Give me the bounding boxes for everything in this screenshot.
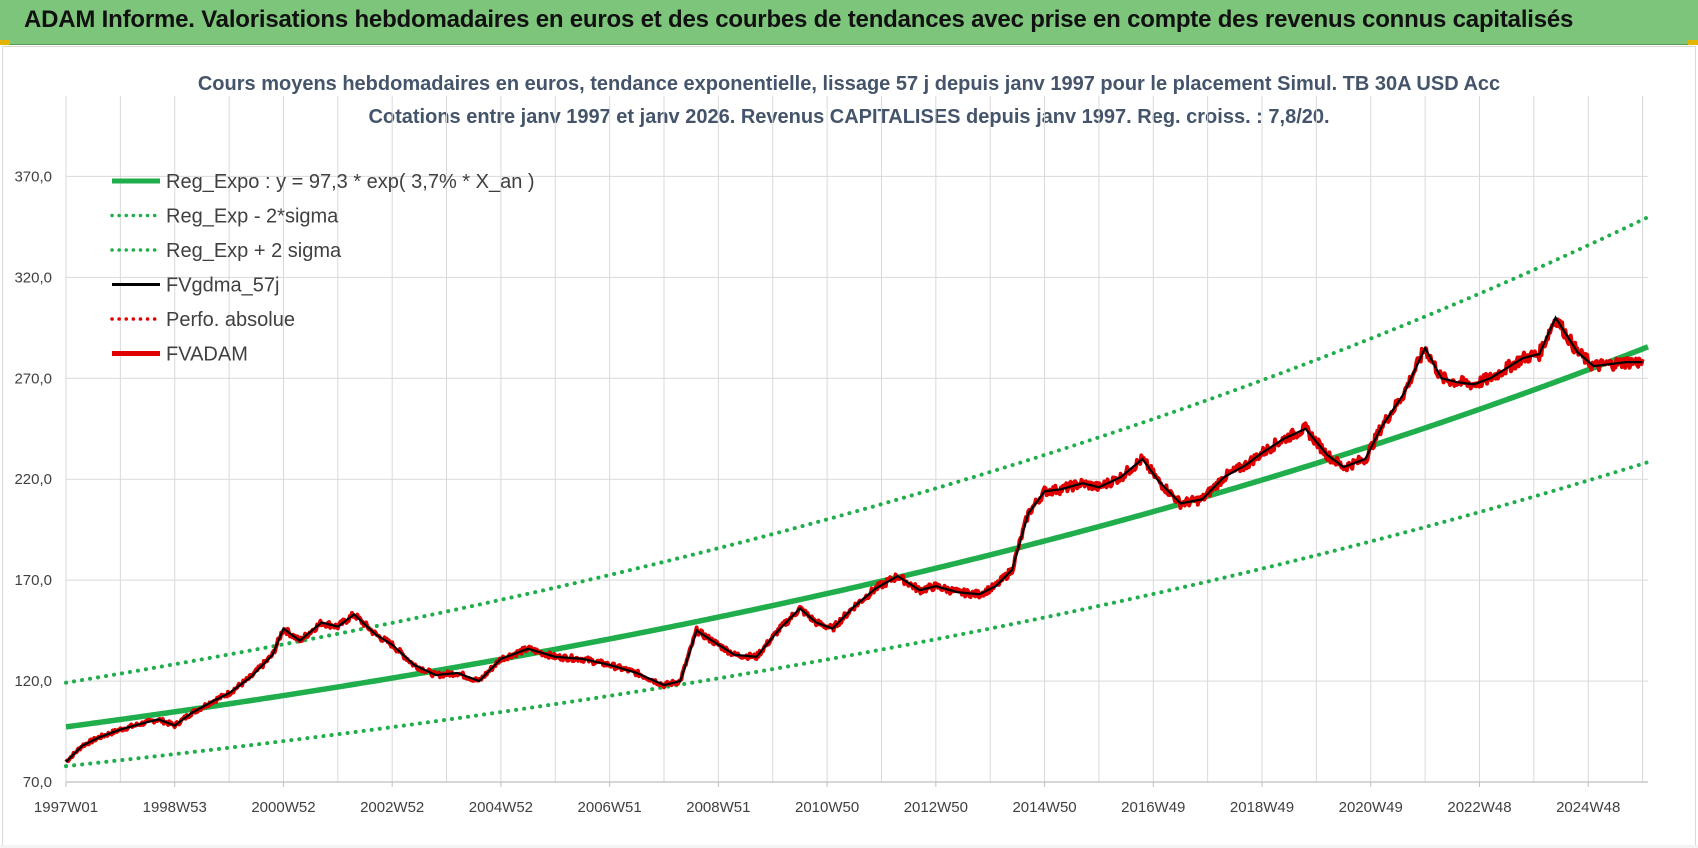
legend-label-reg_expo: Reg_Expo : y = 97,3 * exp( 3,7% * X_an ) — [166, 171, 535, 193]
x-tick-label: 2018W49 — [1230, 799, 1294, 816]
x-tick-label: 2006W51 — [578, 799, 642, 816]
x-tick-label: 2024W48 — [1556, 799, 1620, 816]
y-tick-label: 170,0 — [14, 572, 52, 589]
chart-title-line1: Cours moyens hebdomadaires en euros, ten… — [198, 73, 1500, 95]
reg-exp-minus-2-sigma-line — [64, 460, 1650, 769]
x-tick-label: 2000W52 — [251, 799, 315, 816]
x-tick-label: 2016W49 — [1121, 799, 1185, 816]
x-tick-label: 2014W50 — [1012, 799, 1076, 816]
x-tick-label: 2012W50 — [904, 799, 968, 816]
x-tick-label: 1998W53 — [143, 799, 207, 816]
axes: 70,0 120,0 170,0 220,0 270,0 320,0 370,0 1997W0… — [14, 168, 1648, 816]
y-tick-label: 220,0 — [14, 471, 52, 488]
y-tick-label: 270,0 — [14, 370, 52, 387]
header-bar — [0, 0, 1698, 45]
bottom-strip — [0, 845, 1698, 848]
legend-label-gdma: FVgdma_57j — [166, 275, 279, 297]
grid — [65, 96, 1648, 783]
legend-label-reg_minus: Reg_Exp - 2*sigma — [166, 206, 339, 228]
y-tick-label: 70,0 — [23, 774, 52, 791]
x-tick-label: 2010W50 — [795, 799, 859, 816]
perfo-absolue-line — [65, 319, 1644, 763]
x-tick-label: 2022W48 — [1447, 799, 1511, 816]
legend-label-perfo: Perfo. absolue — [166, 309, 295, 331]
x-tick-label: 2020W49 — [1339, 799, 1403, 816]
chart-title-line2: Cotations entre janv 1997 et janv 2026. … — [368, 106, 1329, 128]
x-tick-label: 2008W51 — [686, 799, 750, 816]
legend-label-reg_plus: Reg_Exp + 2 sigma — [166, 240, 342, 262]
x-tick-label: 2004W52 — [469, 799, 533, 816]
y-tick-label: 120,0 — [14, 673, 52, 690]
corner-mark-left — [0, 40, 10, 45]
y-tick-label: 370,0 — [14, 168, 52, 185]
x-tick-label: 1997W01 — [34, 799, 98, 816]
fvgdma-57j-line — [65, 315, 1643, 763]
y-tick-label: 320,0 — [14, 269, 52, 286]
x-tick-label: 2002W52 — [360, 799, 424, 816]
legend-label-fvadam: FVADAM — [166, 344, 248, 366]
plot-area — [64, 215, 1650, 769]
fvadam-line — [64, 317, 1645, 764]
corner-mark-right — [1688, 40, 1698, 45]
reg-exp-plus-2-sigma-line — [64, 215, 1650, 685]
reg-expo-line — [65, 344, 1650, 730]
page-title: ADAM Informe. Valorisations hebdomadaire… — [24, 6, 1574, 33]
legend: Reg_Expo : y = 97,3 * exp( 3,7% * X_an )… — [110, 171, 535, 366]
